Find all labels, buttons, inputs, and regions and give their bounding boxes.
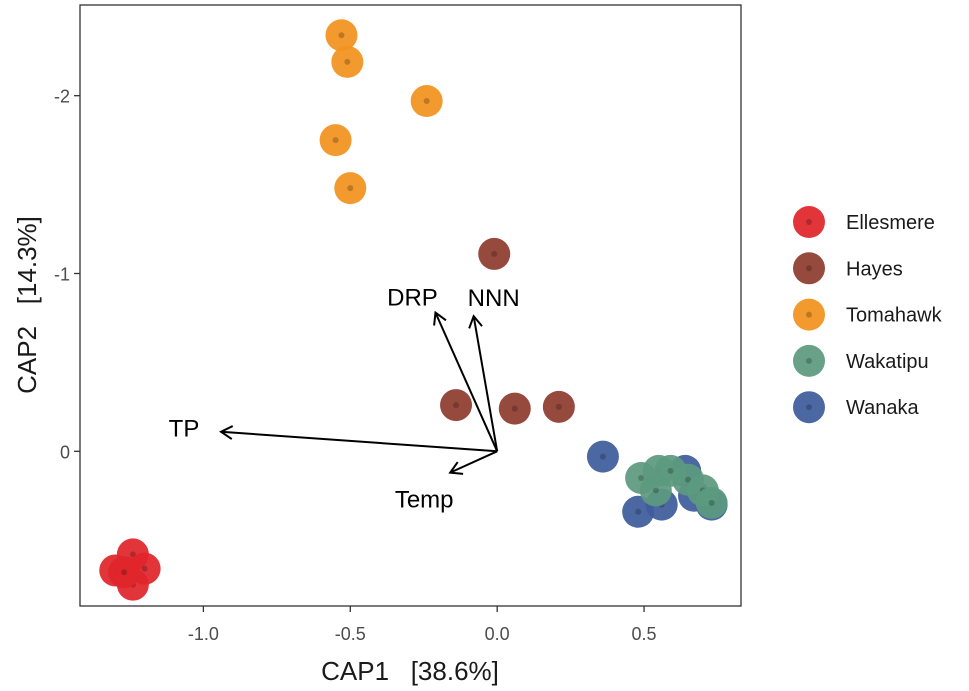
- vector-label-nnn: NNN: [468, 285, 520, 312]
- point-center-hayes: [453, 402, 460, 409]
- vector-line-nnn: [472, 315, 499, 452]
- vector-label-tp: TP: [169, 416, 200, 443]
- vector-label-temp: Temp: [395, 487, 454, 514]
- legend-label-tomahawk: Tomahawk: [846, 305, 943, 327]
- legend-swatch-center: [806, 357, 812, 364]
- legend-label-ellesmere: Ellesmere: [846, 212, 935, 234]
- x-axis-ticks: -1.0 -0.5 0.0 0.5: [188, 606, 657, 644]
- legend-item-tomahawk: Tomahawk: [793, 298, 943, 331]
- point-center-hayes: [511, 405, 518, 412]
- x-tick-label: -1.0: [188, 624, 219, 644]
- legend-label-wanaka: Wanaka: [846, 397, 920, 419]
- legend-label-hayes: Hayes: [846, 258, 903, 280]
- point-hayes: [478, 237, 511, 270]
- point-tomahawk: [325, 19, 358, 52]
- vector-tp: TP: [169, 416, 498, 453]
- point-center-hayes: [491, 250, 498, 257]
- y-tick-label: 0: [60, 442, 70, 462]
- point-center-wakatipu: [667, 467, 674, 474]
- point-center-tomahawk: [347, 185, 354, 192]
- x-tick-label: 0.0: [485, 624, 510, 644]
- vector-nnn: NNN: [468, 285, 520, 452]
- y-tick-label: -2: [54, 87, 70, 107]
- vector-drp: DRP: [387, 285, 499, 452]
- vector-line-tp: [220, 430, 498, 453]
- legend-item-wakatipu: Wakatipu: [793, 344, 929, 377]
- point-center-wakatipu: [652, 487, 659, 494]
- legend-swatch-center: [806, 311, 812, 318]
- legend-item-ellesmere: Ellesmere: [793, 206, 935, 238]
- point-center-tomahawk: [338, 32, 345, 39]
- legend-swatch-center: [806, 265, 812, 272]
- legend-swatch-center: [806, 219, 812, 225]
- point-hayes: [498, 392, 531, 425]
- legend-swatch-wanaka: [793, 391, 825, 424]
- point-center-wakatipu: [685, 476, 692, 483]
- point-ellesmere: [108, 556, 141, 589]
- series-hayes: [440, 237, 575, 425]
- point-tomahawk: [334, 172, 367, 205]
- legend-swatch-wakatipu: [793, 344, 825, 377]
- point-center-wakatipu: [708, 499, 715, 506]
- legend-swatch-ellesmere: [793, 206, 825, 238]
- point-tomahawk: [319, 124, 352, 157]
- point-wakatipu: [639, 474, 672, 507]
- point-center-tomahawk: [344, 58, 351, 65]
- x-tick-label: -0.5: [335, 624, 366, 644]
- point-center-wanaka: [599, 453, 606, 460]
- point-tomahawk: [410, 85, 443, 118]
- y-axis-title: CAP2 [14.3%]: [12, 216, 42, 394]
- vector-arrowhead-temp: [448, 461, 464, 475]
- x-tick-label: 0.5: [632, 624, 657, 644]
- point-hayes: [440, 389, 473, 422]
- series-ellesmere: [99, 538, 161, 601]
- vector-arrowhead-nnn: [468, 314, 483, 329]
- point-center-wakatipu: [638, 474, 645, 481]
- y-tick-label: -1: [54, 264, 70, 284]
- point-center-wanaka: [635, 508, 642, 515]
- vector-arrowhead-drp: [433, 310, 447, 326]
- point-hayes: [542, 390, 575, 423]
- legend: Ellesmere Hayes Tomahawk Wakatipu Wanaka: [793, 206, 943, 424]
- legend-item-wanaka: Wanaka: [793, 391, 920, 424]
- series-tomahawk: [319, 19, 443, 205]
- points-layer: [99, 19, 728, 601]
- point-center-tomahawk: [423, 98, 430, 105]
- point-center-hayes: [555, 403, 562, 410]
- point-center-ellesmere: [129, 551, 136, 558]
- point-center-ellesmere: [121, 569, 128, 576]
- x-axis-title: CAP1 [38.6%]: [321, 656, 499, 686]
- legend-swatch-hayes: [793, 252, 825, 285]
- legend-swatch-center: [806, 404, 812, 411]
- vector-line-temp: [449, 450, 498, 474]
- point-center-ellesmere: [141, 565, 148, 572]
- plot-panel-border: [79, 4, 742, 607]
- vector-arrowhead-tp: [219, 425, 234, 440]
- legend-item-hayes: Hayes: [793, 252, 903, 285]
- vector-label-drp: DRP: [387, 285, 438, 312]
- series-wakatipu: [625, 454, 728, 519]
- point-center-tomahawk: [332, 137, 339, 144]
- vector-temp: Temp: [395, 450, 498, 514]
- legend-label-wakatipu: Wakatipu: [846, 351, 929, 373]
- y-axis-ticks: -2 -1 0: [54, 87, 80, 462]
- legend-swatch-tomahawk: [793, 298, 825, 331]
- point-wakatipu: [695, 486, 728, 519]
- point-wanaka: [586, 440, 619, 473]
- point-tomahawk: [331, 45, 364, 78]
- vectors-layer: TP DRP NNN Temp: [169, 285, 520, 514]
- vector-line-drp: [434, 312, 499, 452]
